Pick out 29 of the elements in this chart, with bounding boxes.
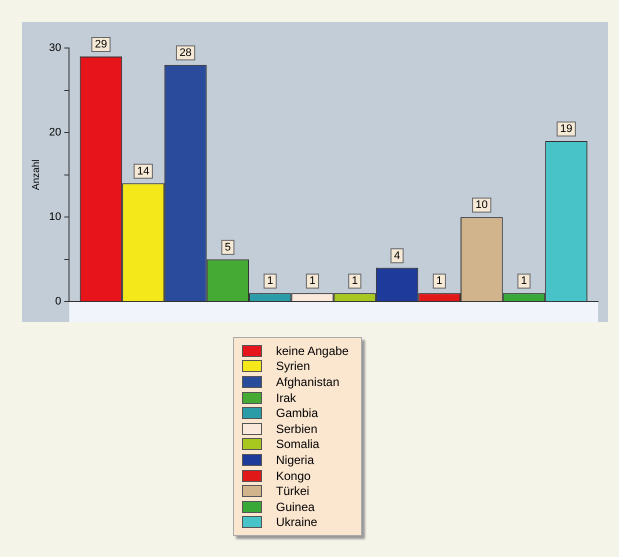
legend-label: Afghanistan — [276, 374, 340, 389]
data-label: 10 — [476, 199, 488, 212]
data-label: 5 — [224, 241, 231, 254]
legend-label: Serbien — [276, 422, 318, 436]
legend-label: Nigeria — [276, 452, 314, 467]
legend-label: Ukraine — [276, 515, 318, 530]
legend-label: Somalia — [276, 437, 320, 452]
y-tick-label: 30 — [48, 42, 62, 54]
data-label: 1 — [436, 275, 442, 288]
data-label: 29 — [94, 38, 108, 50]
data-label: 1 — [309, 275, 316, 288]
y-tick-label: 20 — [48, 126, 62, 139]
y-axis-title: Anzahl — [30, 160, 42, 190]
data-label: 4 — [394, 250, 400, 262]
y-tick-label: 10 — [48, 211, 62, 224]
legend-label: Syrien — [276, 359, 310, 374]
legend-label: keine Angabe — [276, 344, 349, 358]
legend-label: Irak — [276, 390, 296, 405]
data-label: 28 — [179, 46, 192, 59]
data-label: 19 — [560, 123, 572, 136]
legend-label: Kongo — [276, 468, 311, 483]
y-tick-label: 0 — [55, 296, 62, 308]
legend-label: Gambia — [276, 406, 318, 420]
legend-label: Guinea — [276, 500, 315, 514]
legend-label: Türkei — [276, 484, 310, 498]
data-label: 14 — [137, 165, 150, 178]
data-label: 1 — [520, 275, 528, 288]
data-label: 1 — [267, 275, 274, 288]
data-label: 1 — [352, 275, 358, 288]
